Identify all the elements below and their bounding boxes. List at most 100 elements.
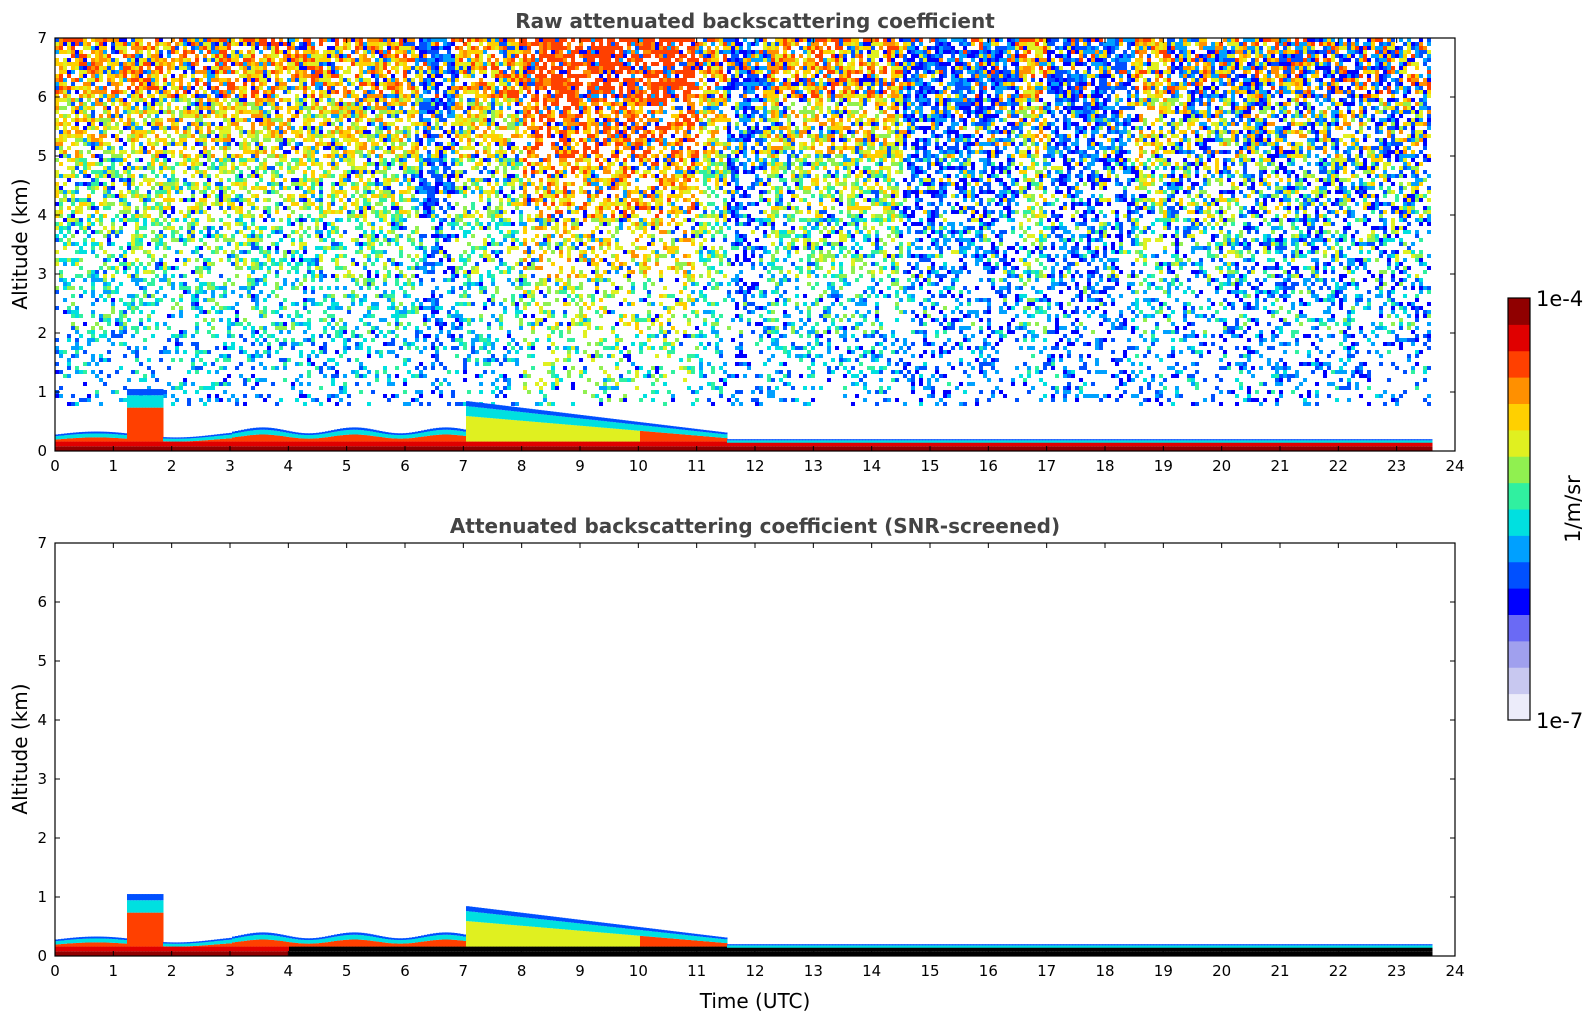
top-y-axis: 0 1 2 3 4 5 6 7 <box>37 29 1455 460</box>
y-tick-label: 6 <box>37 88 47 106</box>
x-tick-label: 17 <box>1037 457 1056 475</box>
x-tick-label: 17 <box>1037 962 1056 980</box>
x-tick-label: 24 <box>1445 457 1464 475</box>
x-tick-label: 2 <box>167 962 177 980</box>
x-tick-label: 21 <box>1270 457 1289 475</box>
bottom-axes-frame <box>54 542 1456 957</box>
x-tick-label: 4 <box>284 962 294 980</box>
x-tick-label: 10 <box>629 962 648 980</box>
colorbar: 1e-4 1e-7 1/m/sr <box>1507 287 1585 733</box>
y-tick-label: 1 <box>37 888 47 906</box>
x-tick-label: 20 <box>1212 457 1231 475</box>
x-tick-label: 23 <box>1387 962 1406 980</box>
colorbar-swatch <box>1508 298 1530 325</box>
y-tick-label: 7 <box>37 534 47 552</box>
y-tick-label: 6 <box>37 593 47 611</box>
y-tick-label: 1 <box>37 383 47 401</box>
y-tick-label: 7 <box>37 29 47 47</box>
colorbar-swatch <box>1508 324 1530 352</box>
x-tick-label: 7 <box>459 457 469 475</box>
x-tick-label: 11 <box>687 457 706 475</box>
colorbar-frame <box>1507 297 1531 721</box>
y-tick-label: 3 <box>37 770 47 788</box>
top-panel-title: Raw attenuated backscattering coefficien… <box>515 9 995 33</box>
y-tick-label: 5 <box>37 147 47 165</box>
colorbar-swatch <box>1508 482 1530 510</box>
colorbar-swatch <box>1508 693 1530 721</box>
x-tick-label: 9 <box>575 457 585 475</box>
colorbar-swatch <box>1508 561 1530 589</box>
x-tick-label: 19 <box>1154 962 1173 980</box>
x-tick-label: 8 <box>517 457 527 475</box>
x-tick-label: 9 <box>575 962 585 980</box>
x-tick-label: 7 <box>459 962 469 980</box>
x-tick-label: 11 <box>687 962 706 980</box>
x-tick-label: 14 <box>862 457 881 475</box>
x-tick-label: 0 <box>50 457 60 475</box>
colorbar-swatch <box>1508 350 1530 378</box>
x-tick-label: 22 <box>1329 457 1348 475</box>
x-tick-label: 24 <box>1445 962 1464 980</box>
top-y-axis-label: Altitude (km) <box>8 178 32 309</box>
y-tick-label: 0 <box>37 947 47 965</box>
x-tick-label: 0 <box>50 962 60 980</box>
x-tick-label: 2 <box>167 457 177 475</box>
y-tick-label: 2 <box>37 829 47 847</box>
top-panel: Raw attenuated backscattering coefficien… <box>8 9 1465 475</box>
x-tick-label: 8 <box>517 962 527 980</box>
x-tick-label: 12 <box>745 962 764 980</box>
x-tick-label: 4 <box>284 457 294 475</box>
y-tick-label: 4 <box>37 206 47 224</box>
top-plot-area <box>55 38 1433 451</box>
colorbar-min-label: 1e-7 <box>1536 709 1583 733</box>
x-tick-label: 3 <box>225 962 235 980</box>
x-tick-label: 6 <box>400 962 410 980</box>
bottom-y-axis-label: Altitude (km) <box>8 683 32 814</box>
y-tick-label: 5 <box>37 652 47 670</box>
colorbar-swatch <box>1508 403 1530 431</box>
x-tick-label: 5 <box>342 962 352 980</box>
colorbar-unit-label: 1/m/sr <box>1561 475 1585 543</box>
x-tick-label: 18 <box>1095 962 1114 980</box>
x-tick-label: 1 <box>109 457 119 475</box>
x-tick-label: 15 <box>920 962 939 980</box>
bottom-panel-title: Attenuated backscattering coefficient (S… <box>450 514 1060 538</box>
colorbar-scale <box>1508 298 1530 721</box>
x-tick-label: 15 <box>920 457 939 475</box>
x-tick-label: 13 <box>804 457 823 475</box>
y-tick-label: 0 <box>37 442 47 460</box>
colorbar-swatch <box>1508 640 1530 668</box>
y-tick-label: 2 <box>37 324 47 342</box>
x-tick-label: 18 <box>1095 457 1114 475</box>
colorbar-swatch <box>1508 535 1530 563</box>
x-tick-label: 23 <box>1387 457 1406 475</box>
bottom-panel: Attenuated backscattering coefficient (S… <box>8 514 1465 1013</box>
x-tick-label: 20 <box>1212 962 1231 980</box>
colorbar-swatch <box>1508 456 1530 484</box>
bottom-plot-area <box>55 894 1433 956</box>
x-tick-label: 3 <box>225 457 235 475</box>
x-tick-label: 10 <box>629 457 648 475</box>
x-tick-label: 22 <box>1329 962 1348 980</box>
x-tick-label: 5 <box>342 457 352 475</box>
x-tick-label: 12 <box>745 457 764 475</box>
colorbar-swatch <box>1508 429 1530 457</box>
colorbar-swatch <box>1508 667 1530 695</box>
x-tick-label: 6 <box>400 457 410 475</box>
top-x-axis: 0 1 2 3 4 5 6 7 8 9 10 11 12 13 14 15 16 17 18 19 20 21 22 23 24 <box>50 38 1465 475</box>
y-tick-label: 3 <box>37 265 47 283</box>
aerosol-layers <box>55 389 1433 451</box>
bottom-x-axis: 0 1 2 3 4 5 6 7 8 9 10 11 12 13 14 15 16 17 18 19 20 21 22 23 24 <box>50 543 1465 980</box>
x-tick-label: 1 <box>109 962 119 980</box>
x-tick-label: 16 <box>979 962 998 980</box>
x-tick-label: 21 <box>1270 962 1289 980</box>
x-tick-label: 19 <box>1154 457 1173 475</box>
y-tick-label: 4 <box>37 711 47 729</box>
colorbar-swatch <box>1508 588 1530 615</box>
colorbar-swatch <box>1508 377 1530 404</box>
bottom-y-axis: 0 1 2 3 4 5 6 7 <box>37 534 1455 965</box>
colorbar-swatch <box>1508 614 1530 642</box>
x-tick-label: 14 <box>862 962 881 980</box>
x-tick-label: 16 <box>979 457 998 475</box>
